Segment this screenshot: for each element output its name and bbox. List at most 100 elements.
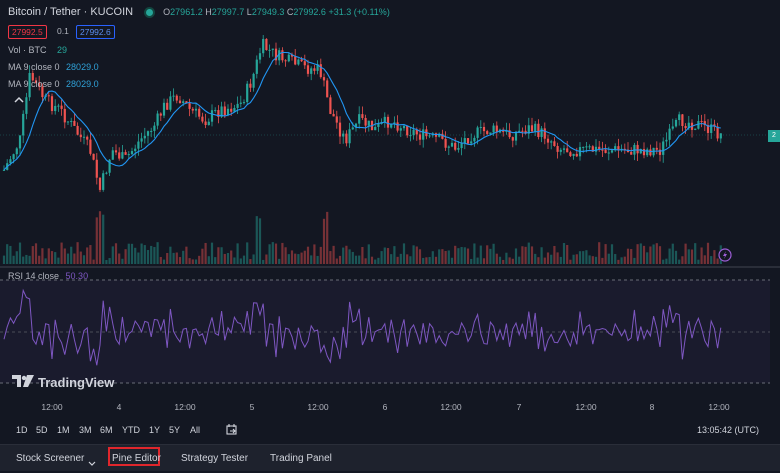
volume-bar [380, 251, 383, 264]
volume-bar [326, 211, 329, 264]
candle-body [169, 96, 172, 110]
volume-bar [47, 248, 50, 264]
candle-body [534, 123, 537, 132]
volume-bar [9, 245, 12, 264]
volume-bar [31, 246, 34, 264]
candle-body [662, 141, 665, 155]
range-button[interactable]: 6M [100, 425, 113, 435]
volume-bar [566, 245, 569, 264]
candle-body [25, 97, 28, 114]
price-chart[interactable] [0, 0, 780, 420]
low-value: 27949.3 [251, 7, 285, 17]
volume-bar [575, 254, 578, 264]
candle-body [146, 131, 150, 136]
candle-body [441, 133, 444, 139]
candle-body [175, 95, 178, 101]
volume-bar [319, 246, 322, 264]
candle-body [364, 117, 367, 126]
volume-bar [38, 255, 41, 264]
candle-body [210, 110, 214, 122]
volume-bar [188, 258, 191, 264]
volume-legend[interactable]: Vol · BTC 29 [8, 45, 67, 55]
ma2-value: 28029.0 [66, 79, 99, 89]
volume-bar [351, 251, 354, 264]
market-status-icon [145, 9, 153, 17]
spread-value: 0.1 [57, 26, 69, 36]
ma2-legend[interactable]: MA 9 close 0 28029.0 [8, 79, 99, 89]
collapse-chevron-icon[interactable] [12, 93, 26, 107]
candle-body [687, 122, 690, 129]
ma1-legend[interactable]: MA 9 close 0 28029.0 [8, 62, 99, 72]
range-button[interactable]: 1M [57, 425, 70, 435]
volume-bar [678, 259, 681, 264]
tab-pine-editor[interactable]: Pine Editor [112, 453, 161, 464]
utc-clock[interactable]: 13:05:42 (UTC) [697, 425, 760, 435]
candle-body [22, 113, 25, 136]
time-axis-tick: 7 [516, 402, 522, 412]
volume-bar [514, 248, 518, 264]
lightning-icon[interactable] [718, 248, 732, 262]
rsi-legend[interactable]: RSI 14 close 50.30 [8, 271, 88, 281]
range-button[interactable]: 5Y [169, 425, 181, 435]
candle-body [73, 120, 76, 126]
candle-body [703, 121, 706, 126]
volume-bar [604, 244, 607, 264]
candle-body [351, 127, 354, 130]
volume-bar [518, 256, 521, 264]
volume-bar [418, 249, 422, 264]
candle-body [185, 101, 188, 104]
volume-bar [652, 244, 655, 264]
volume-bar [642, 245, 646, 264]
volume-bar [438, 249, 441, 264]
volume-bar [710, 256, 713, 264]
candle-body [646, 149, 649, 156]
range-button[interactable]: 1D [16, 425, 28, 435]
volume-bar [588, 255, 591, 264]
tab-trading-panel[interactable]: Trading Panel [270, 453, 332, 464]
volume-bar [594, 256, 598, 264]
volume-bar [450, 257, 454, 264]
candle-body [159, 113, 162, 116]
volume-bar [303, 250, 306, 264]
compare-range-icon[interactable] [225, 423, 239, 437]
range-button[interactable]: YTD [122, 425, 140, 435]
sell-price-button[interactable]: 27992.5 [8, 25, 47, 39]
tradingview-logo[interactable]: TradingView [12, 375, 114, 390]
volume-bar [415, 246, 418, 264]
candle-body [399, 128, 402, 131]
volume-bar [111, 246, 114, 264]
candle-body [447, 146, 450, 148]
buy-price-button[interactable]: 27992.6 [76, 25, 115, 39]
candle-body [223, 106, 226, 116]
volume-bar [121, 258, 124, 264]
volume-bar [393, 246, 396, 264]
range-button[interactable]: All [190, 425, 201, 435]
candle-body [623, 148, 626, 150]
candle-body [710, 124, 713, 133]
range-button[interactable]: 3M [79, 425, 92, 435]
candle-body [358, 114, 361, 124]
volume-bar [114, 243, 118, 264]
volume-bar [374, 259, 377, 264]
candle-body [473, 137, 476, 142]
rsi-line [3, 288, 722, 366]
volume-bar [598, 242, 601, 264]
candle-body [12, 154, 15, 160]
tab-stock-screener[interactable]: Stock Screener [16, 453, 85, 464]
candle-body [684, 126, 687, 129]
volume-bar [623, 256, 626, 264]
tab-strategy-tester[interactable]: Strategy Tester [181, 453, 249, 464]
volume-bar [377, 257, 380, 264]
candle-body [60, 105, 63, 109]
volume-bar [370, 256, 374, 264]
time-axis-tick: 4 [116, 402, 122, 412]
candle-body [194, 108, 198, 111]
range-button[interactable]: 5D [36, 425, 48, 435]
volume-bar [636, 244, 639, 264]
volume-bar [44, 258, 47, 264]
chevron-down-icon[interactable] [88, 455, 96, 466]
range-button[interactable]: 1Y [149, 425, 161, 435]
candle-body [265, 38, 268, 51]
candle-body [527, 125, 530, 134]
candle-body [482, 126, 486, 132]
